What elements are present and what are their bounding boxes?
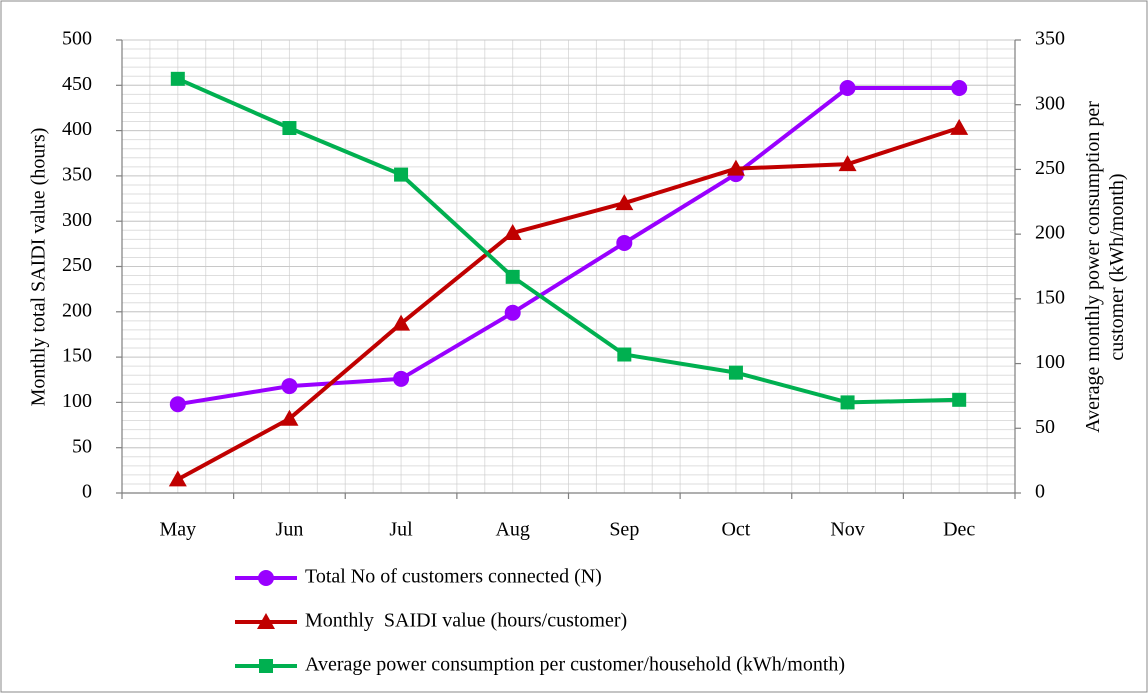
point — [952, 392, 967, 407]
y-tick-label: 150 — [62, 345, 92, 367]
point — [839, 80, 856, 97]
point — [726, 159, 745, 176]
y2-tick-label: 0 — [1035, 481, 1045, 503]
legend-label: Total No of customers connected (N) — [305, 566, 602, 588]
point — [280, 409, 299, 426]
y-tick-label: 400 — [62, 118, 92, 140]
series-line — [176, 125, 960, 482]
y-tick-label: 350 — [62, 163, 92, 185]
series-line — [177, 76, 960, 405]
y2-tick-label: 200 — [1035, 222, 1065, 244]
point — [616, 234, 633, 251]
point — [503, 223, 522, 240]
y-tick-label: 300 — [62, 209, 92, 231]
y-tick-label: 100 — [62, 390, 92, 412]
y2-tick-label: 150 — [1035, 286, 1065, 308]
x-tick-label: Nov — [830, 519, 864, 541]
point — [951, 80, 968, 97]
point — [617, 347, 632, 362]
point — [838, 155, 857, 172]
y2-axis-label-line: customer (kWh/month) — [1106, 173, 1128, 360]
x-tick-label: Dec — [943, 519, 975, 541]
point — [170, 71, 185, 86]
legend-label: Monthly SAIDI value (hours/customer) — [305, 610, 627, 632]
y2-tick-label: 300 — [1035, 92, 1065, 114]
y-tick-label: 450 — [62, 73, 92, 95]
y-axis-label: Monthly total SAIDI value (hours) — [28, 128, 50, 407]
x-tick-label: Sep — [609, 519, 639, 541]
y-tick-label: 200 — [62, 299, 92, 321]
y2-axis-label-line: Average monthly power consumption per — [1082, 101, 1104, 433]
x-tick-label: Aug — [495, 519, 529, 541]
y2-tick-label: 100 — [1035, 351, 1065, 373]
point — [168, 470, 187, 487]
series-line — [177, 86, 960, 407]
point — [505, 269, 520, 284]
x-tick-label: Jul — [389, 519, 413, 541]
point — [840, 395, 855, 410]
y2-tick-label: 250 — [1035, 157, 1065, 179]
y-tick-label: 250 — [62, 254, 92, 276]
y-tick-label: 500 — [62, 28, 92, 50]
y2-axis-label: Average monthly power consumption per cus… — [1082, 101, 1128, 433]
y-tick-label: 0 — [82, 481, 92, 503]
legend-marker — [257, 613, 275, 629]
legend-marker — [259, 659, 273, 673]
x-tick-label: Oct — [721, 519, 750, 541]
point — [504, 304, 521, 321]
point — [728, 365, 743, 380]
point — [393, 370, 410, 387]
point — [950, 118, 969, 135]
point — [282, 121, 297, 136]
y2-tick-label: 50 — [1035, 416, 1055, 438]
point — [392, 314, 411, 331]
x-tick-label: Jun — [276, 519, 304, 541]
x-tick-label: May — [159, 519, 196, 541]
point — [394, 167, 409, 182]
legend-label: Average power consumption per customer/h… — [305, 654, 845, 676]
y-tick-label: 50 — [72, 435, 92, 457]
point — [281, 378, 298, 395]
legend-marker — [258, 570, 274, 586]
point — [615, 194, 634, 211]
y2-tick-label: 350 — [1035, 28, 1065, 50]
point — [169, 396, 186, 413]
